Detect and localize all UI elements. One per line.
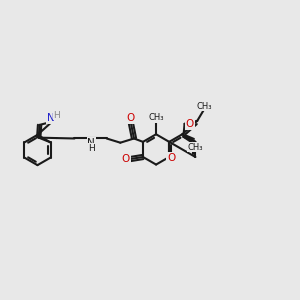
Text: CH₃: CH₃ [197,102,212,111]
Text: N: N [47,113,55,123]
Text: CH₃: CH₃ [187,143,203,152]
Text: N: N [87,138,95,148]
Text: H: H [88,144,95,153]
Text: O: O [186,119,194,129]
Text: CH₃: CH₃ [148,113,164,122]
Text: H: H [53,110,60,119]
Text: O: O [127,113,135,123]
Text: O: O [167,153,176,163]
Text: O: O [122,154,130,164]
